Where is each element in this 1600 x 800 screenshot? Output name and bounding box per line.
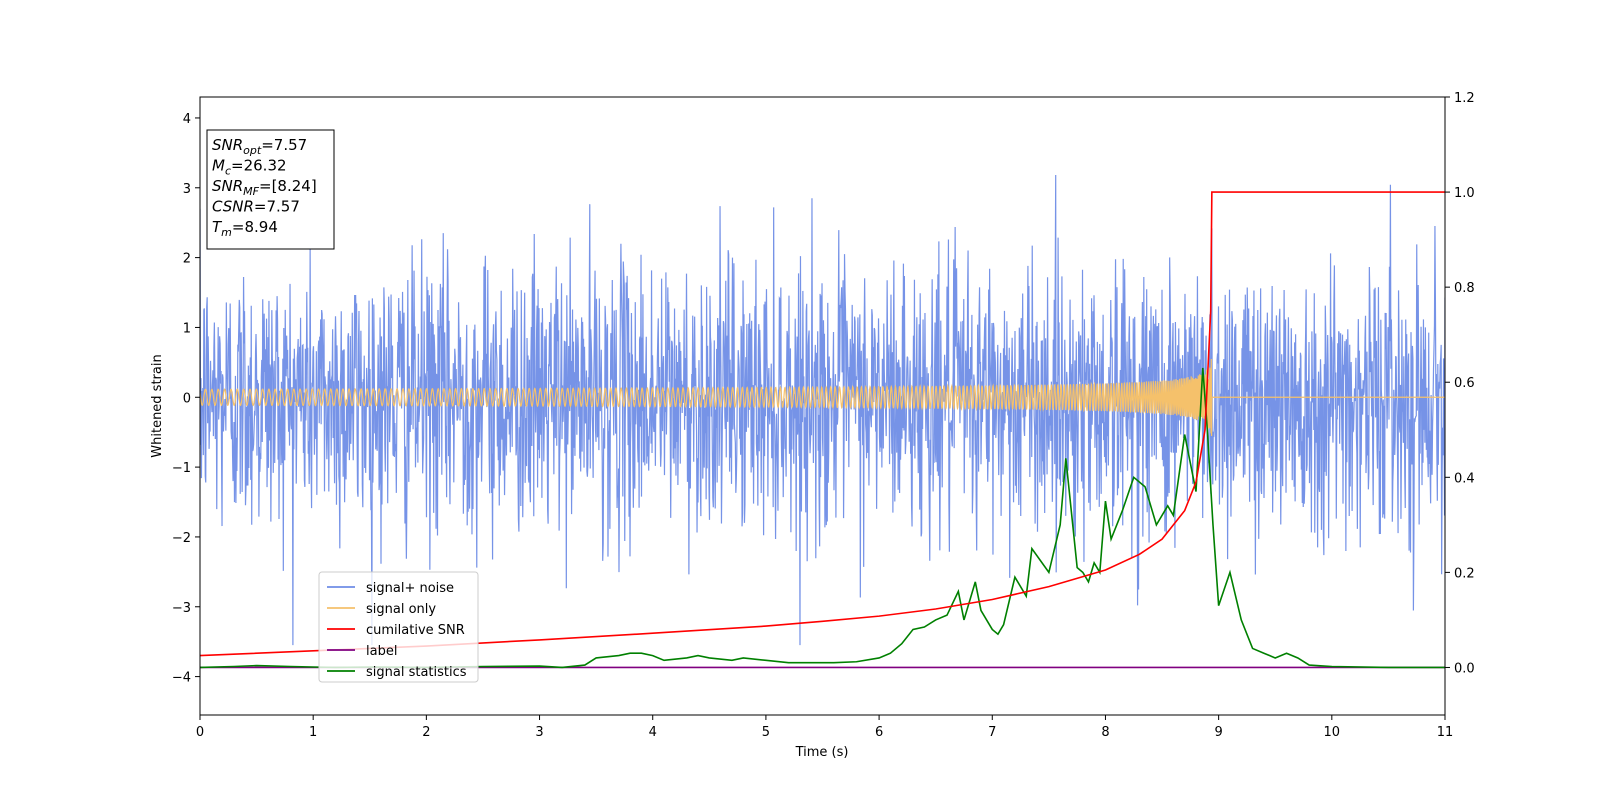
info-subscript: m (221, 226, 232, 239)
info-box-frame (206, 129, 335, 250)
x-tick-label: 6 (875, 725, 883, 740)
y-left-tick-label: 1 (183, 321, 191, 336)
legend-label: signal statistics (366, 665, 467, 680)
y-left-tick-label: 4 (183, 112, 191, 127)
series-cumulative-snr (200, 191, 1445, 657)
x-tick-label: 2 (422, 725, 430, 740)
info-symbol: CSNR (212, 198, 254, 216)
info-value: =7.57 (254, 198, 300, 216)
y-right-tick-label: 1.0 (1454, 186, 1475, 201)
info-value: =8.94 (232, 218, 278, 236)
info-line: Mc=26.32 (212, 157, 287, 178)
x-tick-label: 1 (309, 725, 317, 740)
info-subscript: c (225, 165, 231, 178)
x-tick-label: 3 (535, 725, 543, 740)
info-line: CSNR=7.57 (212, 198, 300, 216)
legend: signal+ noise signal only cumilative SNR la… (318, 571, 479, 683)
y-right-tick-label: 0.6 (1454, 376, 1475, 391)
info-subscript: MF (243, 185, 259, 198)
y-left-tick-label: 0 (183, 391, 191, 406)
y-right-tick-label: 0.0 (1454, 661, 1475, 676)
info-symbol: SNR (212, 177, 243, 195)
plot-frame (199, 96, 1446, 716)
info-subscript: opt (243, 144, 262, 157)
y-right-tick-label: 0.2 (1454, 566, 1475, 581)
x-tick-label: 11 (1437, 725, 1454, 740)
axes-layer: 0 1 2 3 4 5 6 7 8 9 10 1143210−1−2−3−41.21.00.80.60… (172, 91, 1475, 740)
x-tick-label: 0 (196, 725, 204, 740)
x-tick-label: 4 (649, 725, 657, 740)
y-left-tick-label: −2 (172, 531, 191, 546)
series-signal-noise (200, 174, 1445, 646)
x-tick-label: 10 (1324, 725, 1341, 740)
x-tick-label: 9 (1214, 725, 1222, 740)
x-tick-label: 8 (1101, 725, 1109, 740)
y-left-tick-label: −3 (172, 601, 191, 616)
info-value: =[8.24] (259, 177, 317, 195)
noise-layer (200, 174, 1445, 646)
x-tick-label: 5 (762, 725, 770, 740)
legend-label: signal only (366, 602, 436, 617)
info-symbol: SNR (212, 136, 243, 154)
info-line: SNRMF=[8.24] (212, 177, 317, 198)
y-left-tick-label: −4 (172, 671, 191, 686)
y-right-tick-label: 1.2 (1454, 91, 1475, 106)
x-tick-label: 7 (988, 725, 996, 740)
info-box: SNRopt=7.57Mc=26.32SNRMF=[8.24]CSNR=7.57… (206, 129, 335, 250)
series-signal-only (200, 359, 1445, 436)
info-line: SNRopt=7.57 (212, 136, 307, 157)
legend-label: cumilative SNR (366, 623, 465, 638)
legend-label: signal+ noise (366, 581, 454, 596)
legend-label: label (366, 644, 397, 659)
info-symbol: T (212, 218, 223, 236)
series-signal-statistics (200, 367, 1445, 669)
y-left-tick-label: 3 (183, 182, 191, 197)
y-right-tick-label: 0.4 (1454, 471, 1475, 486)
info-symbol: M (212, 157, 225, 175)
legend-frame (318, 571, 479, 683)
y-left-tick-label: 2 (183, 252, 191, 267)
info-value: =26.32 (231, 157, 287, 175)
info-line: Tm=8.94 (212, 218, 278, 239)
info-value: =7.57 (261, 136, 307, 154)
y-left-tick-label: −1 (172, 461, 191, 476)
y-right-tick-label: 0.8 (1454, 281, 1475, 296)
y-axis-label: Whitened strain (150, 354, 165, 457)
chirp-layer (200, 359, 1445, 436)
x-axis-label: Time (s) (795, 745, 849, 760)
